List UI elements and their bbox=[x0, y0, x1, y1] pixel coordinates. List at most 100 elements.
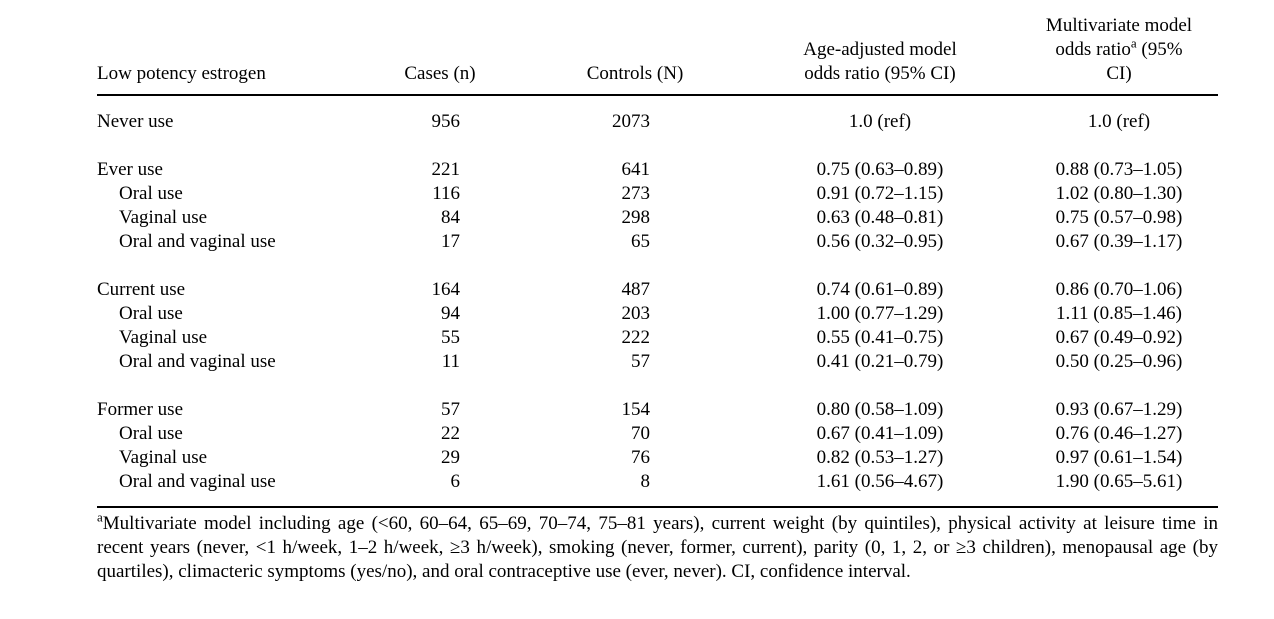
row-label: Never use bbox=[97, 111, 174, 132]
table-row-ever-oral-use: Oral use 116 273 0.91 (0.72–1.15) 1.02 (… bbox=[97, 182, 1218, 206]
cases-value: 164 bbox=[431, 279, 461, 300]
col-header-multivariate-line1: Multivariate model bbox=[1045, 15, 1193, 36]
controls-value: 222 bbox=[621, 327, 651, 348]
row-spacer bbox=[97, 254, 1218, 278]
footnote-marker-superscript: a bbox=[1130, 35, 1137, 51]
cases-value: 55 bbox=[441, 327, 460, 348]
row-label: Oral use bbox=[119, 183, 183, 204]
cases-value: 22 bbox=[441, 423, 460, 444]
controls-value: 76 bbox=[631, 447, 650, 468]
row-label: Vaginal use bbox=[119, 327, 208, 348]
table-row-former-vaginal-use: Vaginal use 29 76 0.82 (0.53–1.27) 0.97 … bbox=[97, 446, 1218, 470]
table-row-current-oral-use: Oral use 94 203 1.00 (0.77–1.29) 1.11 (0… bbox=[97, 302, 1218, 326]
age-adjusted-or-value: 0.82 (0.53–1.27) bbox=[816, 447, 944, 468]
footnote-marker: a bbox=[97, 509, 103, 525]
row-spacer bbox=[97, 134, 1218, 158]
odds-ratio-table: Low potency estrogen Cases (n) Controls … bbox=[97, 0, 1218, 508]
footnote-text: Multivariate model including age (<60, 6… bbox=[97, 513, 1218, 582]
cases-value: 956 bbox=[431, 111, 461, 132]
controls-value: 154 bbox=[621, 399, 651, 420]
row-label: Vaginal use bbox=[119, 447, 208, 468]
cases-value: 29 bbox=[441, 447, 460, 468]
controls-value: 298 bbox=[621, 207, 651, 228]
table-row-current-vaginal-use: Vaginal use 55 222 0.55 (0.41–0.75) 0.67… bbox=[97, 326, 1218, 350]
cases-value: 221 bbox=[431, 159, 461, 180]
cases-value: 6 bbox=[350, 470, 530, 508]
cases-value: 94 bbox=[441, 303, 460, 324]
controls-value: 487 bbox=[621, 279, 651, 300]
multivariate-or-value: 0.97 (0.61–1.54) bbox=[1055, 447, 1183, 468]
age-adjusted-or-value: 0.91 (0.72–1.15) bbox=[816, 183, 944, 204]
age-adjusted-or-value: 0.74 (0.61–0.89) bbox=[816, 279, 944, 300]
multivariate-or-value: 1.11 (0.85–1.46) bbox=[1056, 303, 1182, 324]
col-header-age-adjusted-line1: Age-adjusted model bbox=[803, 39, 957, 60]
cases-value: 116 bbox=[432, 183, 460, 204]
age-adjusted-or-value: 1.0 (ref) bbox=[848, 111, 912, 132]
age-adjusted-or-value: 0.80 (0.58–1.09) bbox=[816, 399, 944, 420]
controls-value: 57 bbox=[631, 351, 650, 372]
col-header-multivariate-line2: odds ratioa (95% bbox=[1020, 35, 1218, 62]
age-adjusted-or-value: 0.75 (0.63–0.89) bbox=[816, 159, 944, 180]
header-row: Low potency estrogen Cases (n) Controls … bbox=[97, 0, 1218, 96]
multivariate-or-value: 1.90 (0.65–5.61) bbox=[1020, 470, 1218, 508]
age-adjusted-or-value: 1.00 (0.77–1.29) bbox=[816, 303, 944, 324]
table-row-former-oral-use: Oral use 22 70 0.67 (0.41–1.09) 0.76 (0.… bbox=[97, 422, 1218, 446]
controls-value: 65 bbox=[631, 231, 650, 252]
row-label: Former use bbox=[97, 399, 184, 420]
table-row-ever-oral-and-vaginal-use: Oral and vaginal use 17 65 0.56 (0.32–0.… bbox=[97, 230, 1218, 254]
col-header-multivariate-line2-rest: (95% bbox=[1136, 39, 1183, 60]
multivariate-or-value: 0.50 (0.25–0.96) bbox=[1055, 351, 1183, 372]
row-label: Oral and vaginal use bbox=[119, 351, 276, 372]
table-row-current-oral-and-vaginal-use: Oral and vaginal use 11 57 0.41 (0.21–0.… bbox=[97, 350, 1218, 374]
multivariate-or-value: 1.0 (ref) bbox=[1087, 111, 1151, 132]
cases-value: 84 bbox=[441, 207, 460, 228]
col-header-multivariate-or: Multivariate model odds ratioa (95% CI) bbox=[1020, 0, 1218, 96]
age-adjusted-or-value: 0.67 (0.41–1.09) bbox=[816, 423, 944, 444]
col-header-age-adjusted-or: Age-adjusted model odds ratio (95% CI) bbox=[740, 0, 1020, 96]
age-adjusted-or-value: 0.56 (0.32–0.95) bbox=[816, 231, 944, 252]
age-adjusted-or-value: 1.61 (0.56–4.67) bbox=[740, 470, 1020, 508]
multivariate-or-value: 0.76 (0.46–1.27) bbox=[1055, 423, 1183, 444]
cases-value: 57 bbox=[441, 399, 460, 420]
row-label: Oral use bbox=[119, 303, 183, 324]
col-header-controls: Controls (N) bbox=[530, 0, 740, 96]
row-label: Oral use bbox=[119, 423, 183, 444]
multivariate-or-value: 0.88 (0.73–1.05) bbox=[1055, 159, 1183, 180]
col-header-cases: Cases (n) bbox=[350, 0, 530, 96]
col-header-low-potency-estrogen: Low potency estrogen bbox=[97, 0, 350, 96]
table-row-former-oral-and-vaginal-use: Oral and vaginal use 6 8 1.61 (0.56–4.67… bbox=[97, 470, 1218, 508]
table-footnote: aMultivariate model including age (<60, … bbox=[97, 509, 1218, 584]
multivariate-or-value: 1.02 (0.80–1.30) bbox=[1055, 183, 1183, 204]
controls-value: 203 bbox=[621, 303, 651, 324]
age-adjusted-or-value: 0.41 (0.21–0.79) bbox=[816, 351, 944, 372]
row-label: Oral and vaginal use bbox=[119, 231, 276, 252]
col-header-age-adjusted-line2: odds ratio (95% CI) bbox=[804, 63, 956, 84]
multivariate-or-value: 0.75 (0.57–0.98) bbox=[1055, 207, 1183, 228]
controls-value: 641 bbox=[621, 159, 651, 180]
multivariate-or-value: 0.86 (0.70–1.06) bbox=[1055, 279, 1183, 300]
row-label: Vaginal use bbox=[119, 207, 208, 228]
cases-value: 11 bbox=[441, 351, 460, 372]
age-adjusted-or-value: 0.55 (0.41–0.75) bbox=[816, 327, 944, 348]
col-header-multivariate-line2-text: odds ratio bbox=[1055, 39, 1131, 60]
row-spacer bbox=[97, 374, 1218, 398]
row-label: Ever use bbox=[97, 159, 163, 180]
controls-value: 273 bbox=[621, 183, 651, 204]
multivariate-or-value: 0.67 (0.49–0.92) bbox=[1055, 327, 1183, 348]
controls-value: 2073 bbox=[612, 111, 650, 132]
table-row-current-use: Current use 164 487 0.74 (0.61–0.89) 0.8… bbox=[97, 278, 1218, 302]
row-label: Current use bbox=[97, 279, 186, 300]
table-row-former-use: Former use 57 154 0.80 (0.58–1.09) 0.93 … bbox=[97, 398, 1218, 422]
controls-value: 70 bbox=[631, 423, 650, 444]
controls-value: 8 bbox=[530, 470, 740, 508]
multivariate-or-value: 0.67 (0.39–1.17) bbox=[1055, 231, 1183, 252]
multivariate-or-value: 0.93 (0.67–1.29) bbox=[1055, 399, 1183, 420]
row-label: Oral and vaginal use bbox=[97, 470, 350, 508]
age-adjusted-or-value: 0.63 (0.48–0.81) bbox=[816, 207, 944, 228]
table-row-ever-use: Ever use 221 641 0.75 (0.63–0.89) 0.88 (… bbox=[97, 158, 1218, 182]
cases-value: 17 bbox=[441, 231, 460, 252]
col-header-multivariate-line3: CI) bbox=[1106, 63, 1132, 84]
table-row-ever-vaginal-use: Vaginal use 84 298 0.63 (0.48–0.81) 0.75… bbox=[97, 206, 1218, 230]
table-row-never-use: Never use 956 2073 1.0 (ref) 1.0 (ref) bbox=[97, 95, 1218, 134]
